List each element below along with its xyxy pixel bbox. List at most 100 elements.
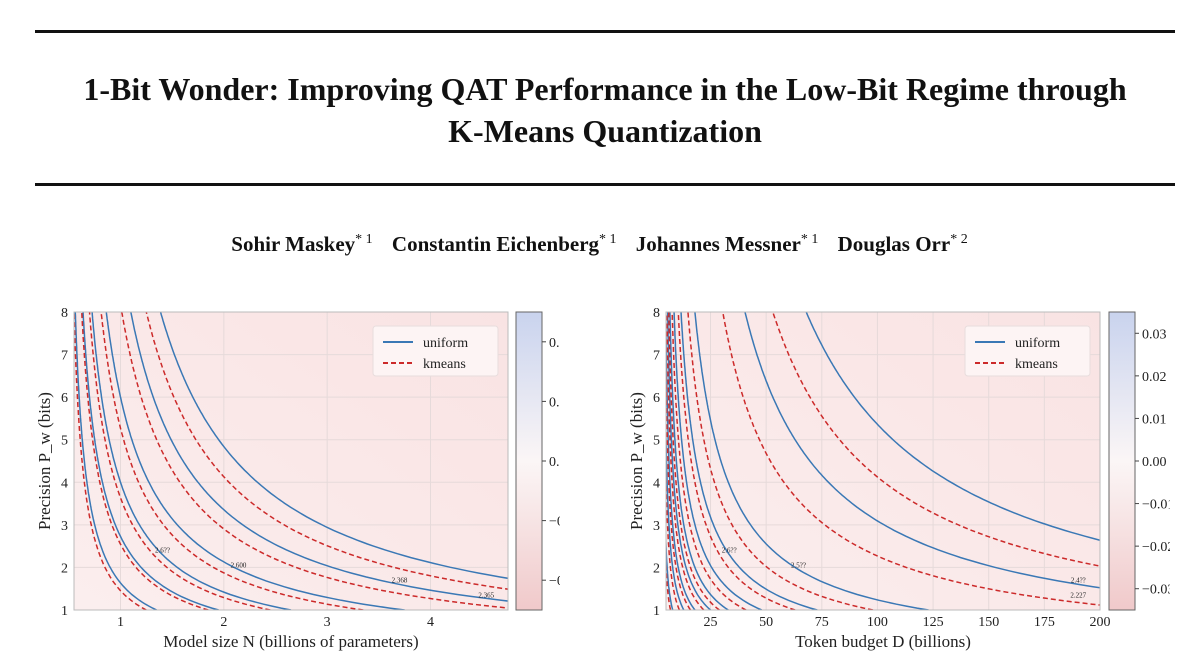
kmeans-contour [88, 312, 271, 610]
title-line-2: K-Means Quantization [448, 113, 762, 149]
y-tick-label: 4 [61, 476, 68, 491]
colorbar-tick-label: 0.02 [549, 336, 560, 351]
legend-uniform-label: uniform [423, 336, 468, 351]
uniform-contour [673, 312, 762, 610]
x-tick-label: 3 [324, 615, 331, 630]
colorbar-tick-label: 0.01 [1142, 412, 1167, 427]
uniform-contour [666, 525, 674, 610]
x-tick-label: 100 [867, 615, 888, 630]
colorbar-tick-label: −0.01 [549, 515, 560, 530]
uniform-contour [74, 312, 158, 610]
kmeans-contour [74, 312, 147, 610]
contour-label: 2.5?? [791, 562, 806, 570]
contour-label: 2.600 [231, 562, 247, 570]
y-tick-label: 3 [61, 519, 68, 534]
x-tick-label: 25 [704, 615, 718, 630]
x-tick-label: 50 [759, 615, 773, 630]
uniform-contour [680, 312, 818, 610]
colorbar-tick-label: 0.01 [549, 395, 560, 410]
contour-lines [666, 312, 1100, 610]
y-tick-label: 5 [653, 434, 660, 449]
y-tick-label: 4 [653, 476, 660, 491]
title-line-1: 1-Bit Wonder: Improving QAT Performance … [83, 71, 1127, 107]
colorbar-tick-label: −0.01 [1142, 498, 1170, 513]
kmeans-contour [772, 312, 1100, 567]
contour-label: 2.4?? [1071, 576, 1086, 584]
uniform-contour [82, 312, 219, 610]
x-tick-label: 2 [220, 615, 227, 630]
x-tick-label: 75 [815, 615, 829, 630]
legend: uniform kmeans [372, 325, 499, 377]
colorbar-tick-label: −0.02 [549, 574, 560, 589]
top-rule [35, 30, 1175, 33]
x-tick-label: 150 [978, 615, 999, 630]
uniform-contour [694, 312, 929, 610]
y-tick-label: 8 [61, 306, 68, 321]
uniform-contour [666, 312, 712, 610]
contour-label: 2.227 [1070, 591, 1086, 599]
y-tick-label: 7 [61, 349, 68, 364]
x-tick-label: 125 [923, 615, 944, 630]
kmeans-contour [145, 312, 508, 590]
y-axis-label: Precision P_w (bits) [627, 392, 646, 530]
uniform-contour [130, 312, 508, 602]
kmeans-contour [722, 312, 1100, 606]
y-tick-label: 5 [61, 434, 68, 449]
y-tick-label: 6 [653, 391, 660, 406]
contour-plot-model-size: 2.365 2.368 2.600 2.6?? 1 2 3 4 1 2 3 4 5 6 7 8 Model si… [35, 306, 560, 651]
contour-lines [74, 312, 508, 610]
uniform-contour [105, 312, 405, 610]
kmeans-contour [81, 312, 209, 610]
legend-uniform-label: uniform [1015, 336, 1060, 351]
y-tick-label: 3 [653, 519, 660, 534]
author: Douglas Orr* 2 [837, 232, 968, 256]
y-tick-label: 7 [653, 349, 660, 364]
legend-box [372, 325, 499, 377]
x-tick-label: 1 [117, 615, 124, 630]
y-tick-label: 1 [61, 604, 68, 619]
contour-label: 2.365 [478, 591, 494, 599]
kmeans-contour [687, 312, 874, 610]
bottom-rule [35, 183, 1175, 186]
y-tick-label: 1 [653, 604, 660, 619]
legend-box [964, 325, 1091, 377]
colorbar-tick-label: 0.02 [1142, 370, 1167, 385]
colorbar-tick-label: 0.03 [1142, 327, 1167, 342]
colorbar-tick-label: 0.00 [549, 455, 560, 470]
plot-frame [665, 311, 1101, 611]
colorbar-tick-label: 0.00 [1142, 455, 1167, 470]
contour-label: 2.6?? [155, 547, 170, 555]
x-axis-label: Model size N (billions of parameters) [163, 632, 418, 651]
author: Sohir Maskey* 1 [231, 232, 373, 256]
uniform-contour [744, 312, 1100, 589]
y-axis-label: Precision P_w (bits) [35, 392, 54, 530]
colorbar-tick-label: −0.02 [1142, 540, 1170, 555]
x-tick-label: 175 [1034, 615, 1055, 630]
author: Johannes Messner* 1 [635, 232, 819, 256]
contour-label: 2.368 [392, 576, 408, 584]
plot-frame [73, 311, 509, 611]
colorbar [1108, 311, 1136, 611]
x-tick-label: 200 [1090, 615, 1111, 630]
x-tick-label: 4 [427, 615, 434, 630]
uniform-contour [669, 312, 729, 610]
contour-label: 2.6?? [722, 547, 737, 555]
colorbar [515, 311, 543, 611]
uniform-contour [159, 312, 508, 580]
author-list: Sohir Maskey* 1 Constantin Eichenberg* 1… [0, 232, 1199, 257]
y-tick-label: 8 [653, 306, 660, 321]
legend-kmeans-label: kmeans [1015, 357, 1058, 372]
kmeans-contour [666, 447, 681, 610]
legend-kmeans-label: kmeans [423, 357, 466, 372]
kmeans-contour [671, 312, 747, 610]
y-tick-label: 6 [61, 391, 68, 406]
y-tick-label: 2 [61, 561, 68, 576]
kmeans-contour [666, 312, 705, 610]
paper-title: 1-Bit Wonder: Improving QAT Performance … [40, 68, 1170, 152]
author: Constantin Eichenberg* 1 [391, 232, 617, 256]
kmeans-contour [677, 312, 796, 610]
y-tick-label: 2 [653, 561, 660, 576]
uniform-contour [805, 312, 1100, 541]
uniform-contour [91, 312, 292, 610]
